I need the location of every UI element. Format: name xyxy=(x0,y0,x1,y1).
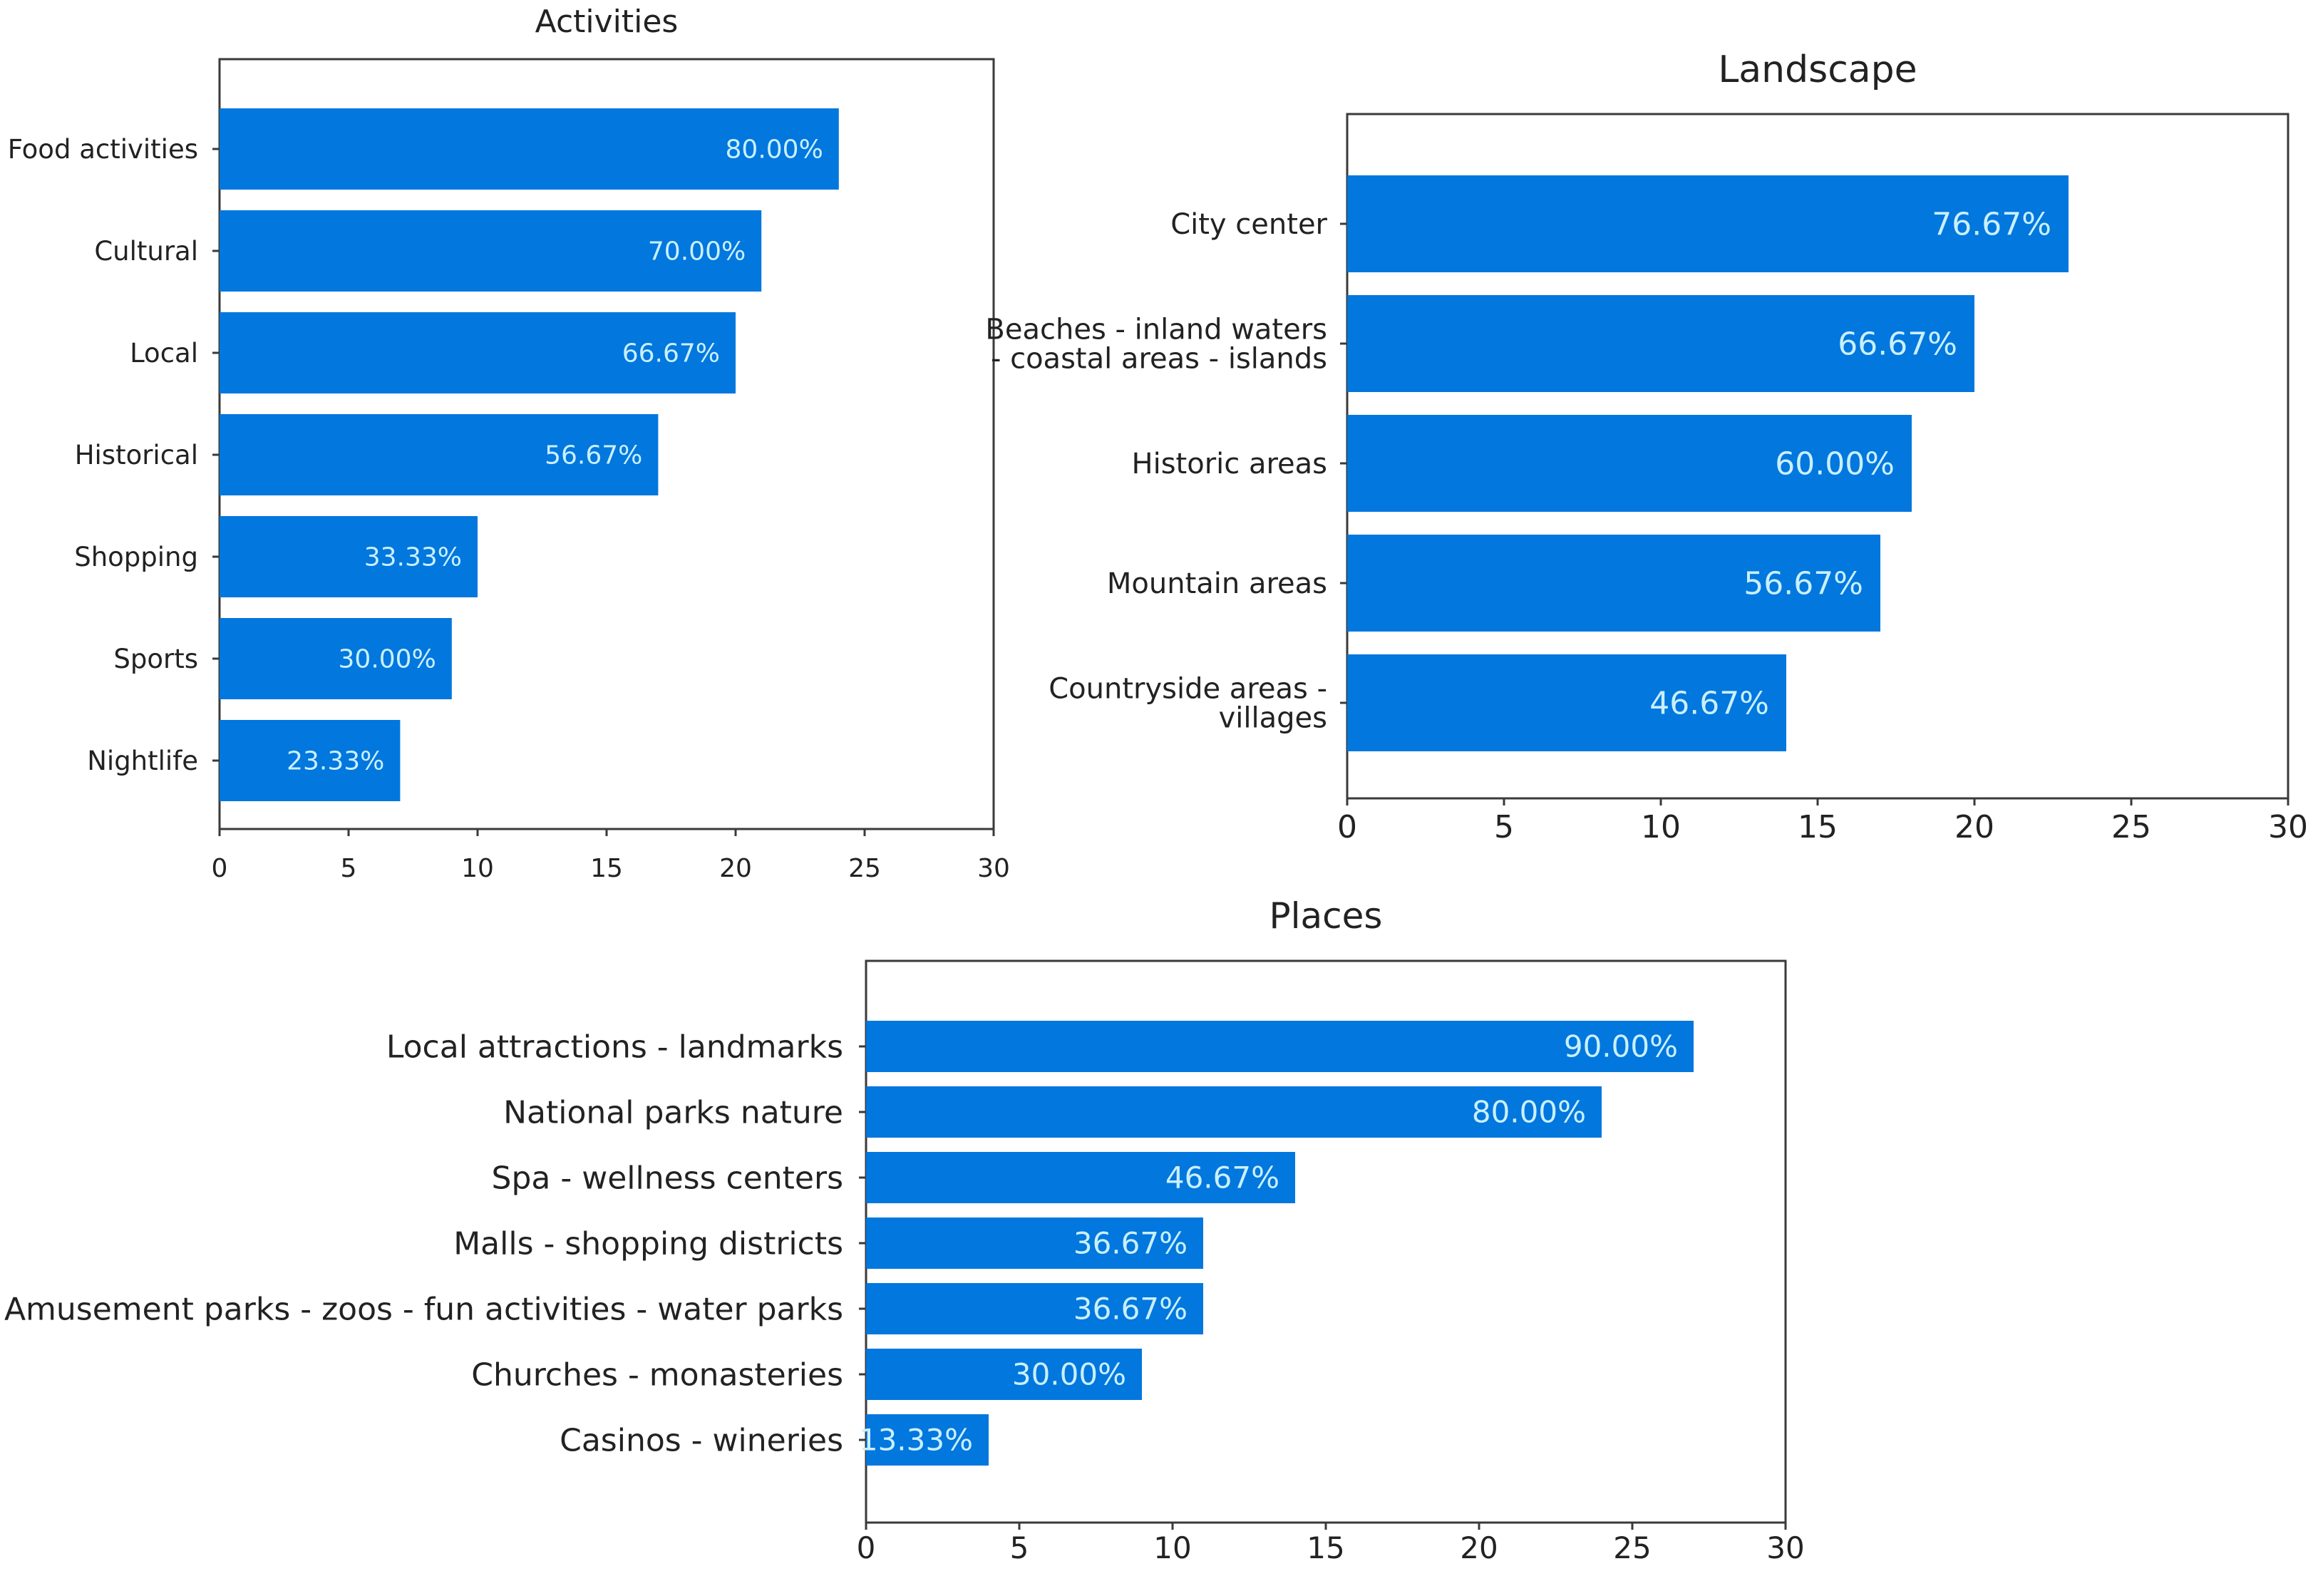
landscape-bar-beaches-inland-waters-coastal-areas-islands xyxy=(1347,295,1974,392)
landscape-xtick-label-25: 25 xyxy=(2111,809,2151,845)
places-xtick-label-0: 0 xyxy=(857,1530,876,1565)
landscape-value-label-1: 66.67% xyxy=(1838,326,1957,362)
places-bar-amusement-parks-zoos-fun-activities-water-parks xyxy=(866,1283,1203,1334)
activities-xtick-label-25: 25 xyxy=(848,854,881,883)
landscape-xtick-label-5: 5 xyxy=(1494,809,1514,845)
places-bar-churches-monasteries xyxy=(866,1349,1142,1400)
places-category-label-local-attractions-landmarks: Local attractions - landmarks xyxy=(386,1029,843,1065)
places-xtick-label-25: 25 xyxy=(1613,1530,1651,1565)
places-category-label-national-parks-nature: National parks nature xyxy=(503,1094,843,1131)
landscape-value-label-2: 60.00% xyxy=(1775,446,1895,482)
landscape-category-label-beaches-inland-waters-coastal-areas-islands: Beaches - inland waters - coastal areas -… xyxy=(985,314,1327,376)
activities-value-label-3: 56.67% xyxy=(545,441,642,470)
places-bar-national-parks-nature xyxy=(866,1086,1602,1138)
activities-category-label-historical: Historical xyxy=(75,440,198,470)
landscape-value-label-3: 56.67% xyxy=(1743,565,1863,602)
activities-value-label-2: 66.67% xyxy=(622,339,720,369)
activities-xtick-label-20: 20 xyxy=(719,854,752,883)
activities-xtick-label-30: 30 xyxy=(977,854,1010,883)
places-category-label-churches-monasteries: Churches - monasteries xyxy=(471,1356,843,1393)
landscape-xtick-label-20: 20 xyxy=(1954,809,1994,845)
places-bar-casinos-wineries xyxy=(866,1414,989,1466)
places-category-label-spa-wellness-centers: Spa - wellness centers xyxy=(492,1160,843,1196)
places-bar-spa-wellness-centers xyxy=(866,1152,1295,1203)
activities-category-label-sports: Sports xyxy=(113,644,198,674)
places-xtick-label-15: 15 xyxy=(1307,1530,1344,1565)
landscape-category-label-mountain-areas: Mountain areas xyxy=(1107,567,1327,600)
activities-bar-shopping xyxy=(220,516,478,597)
landscape-value-label-0: 76.67% xyxy=(1932,206,2051,242)
activities-value-label-5: 30.00% xyxy=(339,645,436,674)
activities-category-label-nightlife: Nightlife xyxy=(87,746,198,776)
activities-xtick-label-10: 10 xyxy=(461,854,494,883)
activities-value-label-0: 80.00% xyxy=(726,135,823,165)
landscape-bar-mountain-areas xyxy=(1347,535,1880,632)
landscape-category-label-countryside-areas-villages: Countryside areas -villages xyxy=(1049,673,1327,735)
landscape-chart-title: Landscape xyxy=(1718,48,1917,91)
activities-value-label-6: 23.33% xyxy=(287,747,384,776)
places-xtick-label-5: 5 xyxy=(1010,1530,1029,1565)
activities-category-label-food-activities: Food activities xyxy=(8,134,198,165)
activities-category-label-shopping: Shopping xyxy=(74,542,198,572)
activities-bar-local xyxy=(220,312,736,393)
places-value-label-1: 80.00% xyxy=(1472,1095,1586,1130)
activities-category-label-local: Local xyxy=(130,338,198,369)
activities-xtick-label-5: 5 xyxy=(341,854,357,883)
landscape-category-label-city-center: City center xyxy=(1170,208,1327,241)
places-value-label-2: 46.67% xyxy=(1165,1160,1279,1195)
places-category-label-amusement-parks-zoos-fun-activities-water-parks: Amusement parks - zoos - fun activities … xyxy=(4,1291,843,1327)
landscape-value-label-4: 46.67% xyxy=(1649,685,1769,721)
places-xtick-label-10: 10 xyxy=(1153,1530,1191,1565)
landscape-bar-countryside-areas-villages xyxy=(1347,654,1786,751)
places-value-label-5: 30.00% xyxy=(1012,1357,1126,1392)
landscape-xtick-label-30: 30 xyxy=(2268,809,2308,845)
places-value-label-4: 36.67% xyxy=(1073,1292,1188,1327)
landscape-xtick-label-15: 15 xyxy=(1798,809,1838,845)
places-value-label-0: 90.00% xyxy=(1564,1029,1678,1064)
activities-xtick-label-15: 15 xyxy=(590,854,623,883)
places-value-label-6: 13.33% xyxy=(859,1423,973,1458)
landscape-bar-city-center xyxy=(1347,175,2069,272)
activities-value-label-4: 33.33% xyxy=(364,543,462,572)
landscape-xtick-label-0: 0 xyxy=(1337,809,1357,845)
places-category-label-casinos-wineries: Casinos - wineries xyxy=(560,1422,843,1458)
activities-xtick-label-0: 0 xyxy=(212,854,228,883)
activities-bar-food-activities xyxy=(220,108,839,190)
activities-bar-cultural xyxy=(220,210,762,292)
activities-bar-sports xyxy=(220,618,452,699)
landscape-category-label-historic-areas: Historic areas xyxy=(1132,448,1328,480)
activities-bar-nightlife xyxy=(220,720,401,801)
activities-value-label-1: 70.00% xyxy=(648,237,746,267)
places-xtick-label-30: 30 xyxy=(1766,1530,1804,1565)
places-chart-title: Places xyxy=(1269,895,1383,937)
places-bar-local-attractions-landmarks xyxy=(866,1021,1694,1072)
places-value-label-3: 36.67% xyxy=(1073,1226,1188,1261)
activities-category-label-cultural: Cultural xyxy=(94,236,198,267)
activities-chart-title: Activities xyxy=(535,4,679,40)
places-category-label-malls-shopping-districts: Malls - shopping districts xyxy=(453,1225,843,1262)
activities-bar-historical xyxy=(220,414,659,495)
places-xtick-label-20: 20 xyxy=(1460,1530,1498,1565)
landscape-bar-historic-areas xyxy=(1347,415,1912,512)
landscape-xtick-label-10: 10 xyxy=(1641,809,1681,845)
places-bar-malls-shopping-districts xyxy=(866,1217,1203,1269)
